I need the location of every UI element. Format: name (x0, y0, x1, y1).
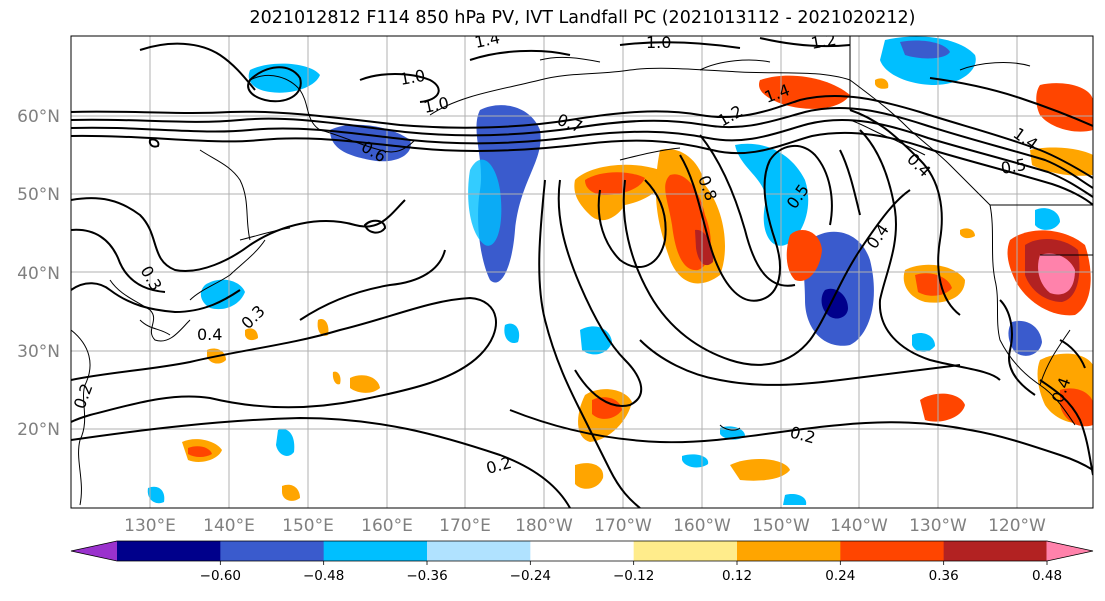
colorbar-tick-label: −0.36 (406, 568, 447, 584)
colorbar-segments (70, 540, 1094, 562)
colorbar-segment (737, 541, 841, 561)
lat-label: 50°N (17, 185, 60, 205)
colorbar-segment (117, 541, 221, 561)
longitude-labels: 130°E 140°E 150°E 160°E 170°E 180°W 170°… (124, 516, 1046, 536)
lon-label: 130°E (124, 516, 176, 536)
lat-label: 60°N (17, 107, 60, 127)
lon-label: 130°W (909, 516, 967, 536)
colorbar-ticks: −0.60 −0.48 −0.36 −0.24 −0.12 0.12 0.24 0.36 0.4… (200, 561, 1062, 584)
colorbar-segment (530, 541, 635, 561)
latitude-labels: 60°N 50°N 40°N 30°N 20°N (17, 107, 60, 440)
colorbar-tick-label: 0.48 (1032, 568, 1062, 584)
colorbar-tick-label: 0.36 (929, 568, 959, 584)
lon-label: 140°E (203, 516, 255, 536)
colorbar-segment (323, 541, 428, 561)
lat-label: 40°N (17, 264, 60, 284)
map-title: 2021012812 F114 850 hPa PV, IVT Landfall… (249, 8, 916, 28)
contour-label: 1.4 (473, 28, 502, 52)
colorbar-tick-label: 0.24 (825, 568, 855, 584)
coastlines (71, 36, 1093, 506)
colorbar-tick-label: −0.48 (303, 568, 344, 584)
contour-label: 1.0 (422, 93, 451, 117)
colorbar-tick-label: −0.60 (200, 568, 241, 584)
lon-label: 160°E (361, 516, 413, 536)
contour-label: 0.5 (999, 155, 1027, 178)
colorbar-tick-label: 0.12 (722, 568, 752, 584)
lat-label: 20°N (17, 420, 60, 440)
colorbar-segment (943, 541, 1048, 561)
colorbar-tick-label: −0.24 (510, 568, 551, 584)
colorbar-segment (633, 541, 738, 561)
lon-label: 150°W (752, 516, 810, 536)
lon-label: 140°W (830, 516, 888, 536)
contour-label: 1.0 (398, 66, 426, 89)
colorbar-extend-max (1046, 541, 1093, 561)
contour-label: 0.4 (197, 325, 222, 344)
plot-frame (70, 35, 1094, 509)
lon-label: 180°W (515, 516, 573, 536)
map-plot-area: 1.4 1.0 1.2 1.0 1.0 0.7 0.6 1.4 1.2 0.8 … (71, 28, 1093, 508)
colorbar-segment (220, 541, 325, 561)
lon-label: 160°W (673, 516, 731, 536)
pv-contours (71, 37, 1093, 508)
lon-label: 150°E (282, 516, 334, 536)
colorbar-outline (70, 540, 1094, 562)
lon-label: 120°W (988, 516, 1046, 536)
colorbar-extend-min (71, 541, 118, 561)
contour-label: 1.2 (809, 30, 837, 53)
lat-label: 30°N (17, 342, 60, 362)
lon-label: 170°W (594, 516, 652, 536)
colorbar-segment (427, 541, 531, 561)
colorbar: −0.60 −0.48 −0.36 −0.24 −0.12 0.12 0.24 0.36 0.4… (70, 540, 1094, 584)
colorbar-tick-label: −0.12 (613, 568, 654, 584)
lon-label: 170°E (439, 516, 491, 536)
colorbar-segment (840, 541, 945, 561)
contour-label: 1.0 (646, 33, 671, 52)
